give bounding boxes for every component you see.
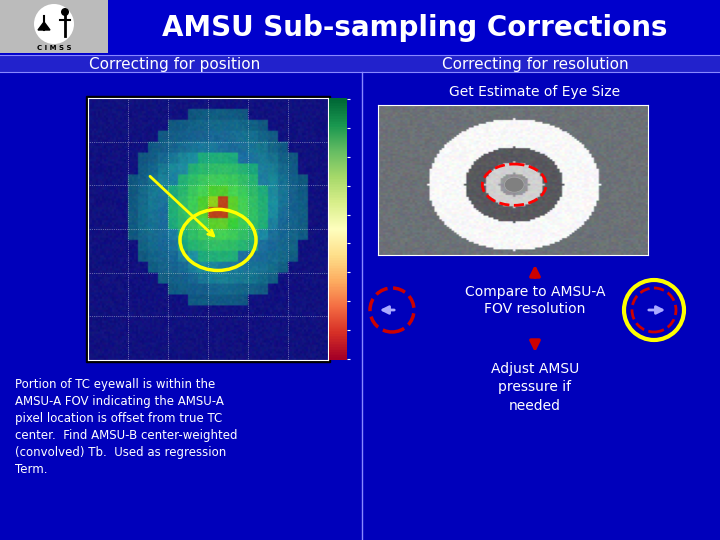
Polygon shape <box>38 22 50 30</box>
Bar <box>0 0 720 55</box>
Circle shape <box>505 177 524 192</box>
Text: Adjust AMSU
pressure if
needed: Adjust AMSU pressure if needed <box>491 362 579 413</box>
Text: Correcting for resolution: Correcting for resolution <box>441 57 629 71</box>
Text: AMSU Sub-sampling Corrections: AMSU Sub-sampling Corrections <box>162 14 667 42</box>
Text: Correcting for position: Correcting for position <box>89 57 261 71</box>
Text: TC Center: TC Center <box>103 285 172 299</box>
Bar <box>86 96 330 362</box>
Circle shape <box>34 4 74 44</box>
Bar <box>0 0 108 53</box>
Text: Portion of TC eyewall is within the
AMSU-A FOV indicating the AMSU-A
pixel locat: Portion of TC eyewall is within the AMSU… <box>15 378 238 476</box>
Text: Get Estimate of Eye Size: Get Estimate of Eye Size <box>449 85 621 99</box>
Circle shape <box>61 8 69 16</box>
Text: Compare to AMSU-A
FOV resolution: Compare to AMSU-A FOV resolution <box>464 285 606 316</box>
Text: AMSU-B 89 Ghz: AMSU-B 89 Ghz <box>96 110 204 123</box>
Bar <box>0 55 720 72</box>
Text: AMSU-A FOV: AMSU-A FOV <box>98 191 186 204</box>
Text: C I M S S: C I M S S <box>37 45 71 51</box>
